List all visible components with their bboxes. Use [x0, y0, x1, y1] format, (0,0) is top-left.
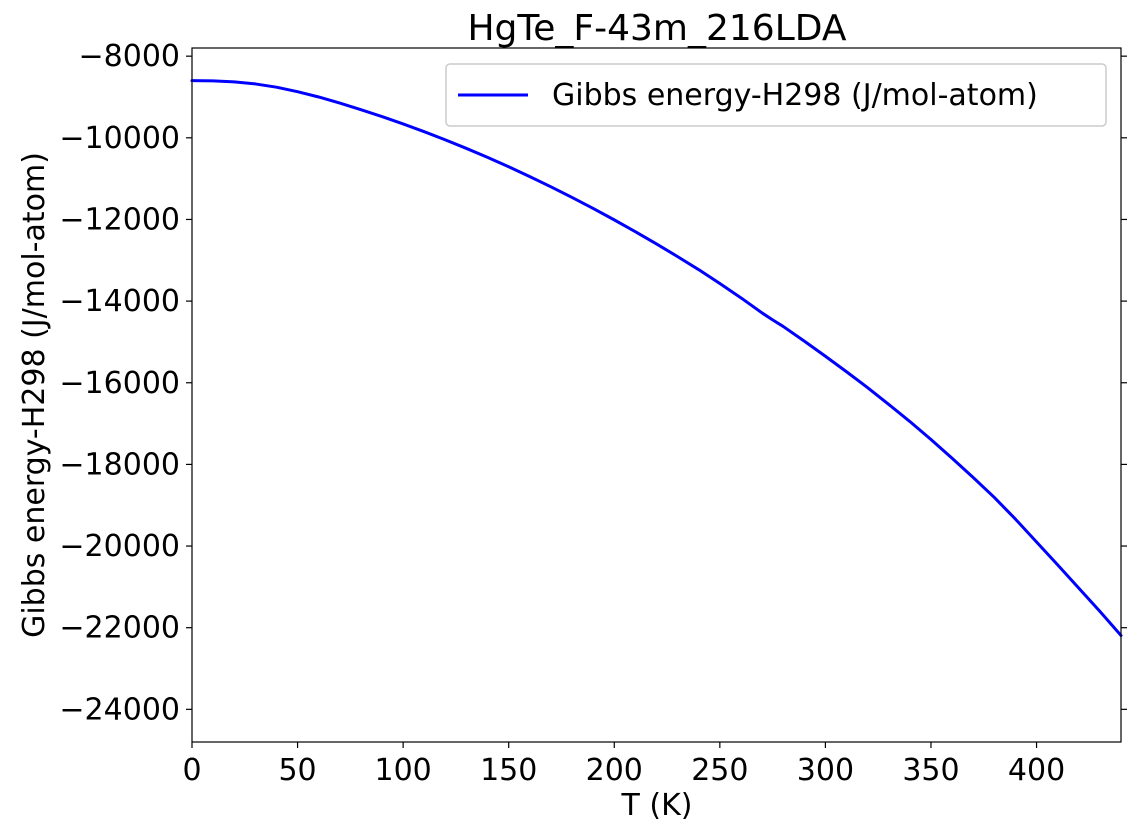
- x-tick-label: 300: [797, 753, 854, 788]
- legend: Gibbs energy-H298 (J/mol-atom): [445, 63, 1107, 127]
- x-tick-label: 400: [1008, 753, 1065, 788]
- x-axis: 0 50 100 150 200 250 300 350 400: [182, 742, 1065, 788]
- y-tick-label: −20000: [59, 529, 180, 564]
- y-tick-label: −14000: [59, 284, 180, 319]
- plot-area: [190, 47, 1123, 743]
- y-tick-label: −22000: [59, 611, 180, 646]
- y-tick-label: −16000: [59, 366, 180, 401]
- x-tick-label: 150: [480, 753, 537, 788]
- x-tick-label: 50: [278, 753, 316, 788]
- plot-frame: [191, 47, 1122, 743]
- legend-label: Gibbs energy-H298 (J/mol-atom): [552, 78, 1038, 113]
- x-axis-label: T (K): [621, 788, 693, 823]
- chart-title: HgTe_F-43m_216LDA: [467, 8, 846, 49]
- x-tick-label: 200: [586, 753, 643, 788]
- y-axis: −8000 −10000 −12000 −14000 −16000 −18000 −2000…: [59, 39, 1127, 727]
- y-tick-label: −18000: [59, 447, 180, 482]
- y-tick-label: −8000: [79, 39, 180, 74]
- x-tick-label: 350: [902, 753, 959, 788]
- y-axis-label: Gibbs energy-H298 (J/mol-atom): [17, 152, 52, 638]
- legend-box: [445, 63, 1107, 127]
- y-tick-label: −10000: [59, 121, 180, 156]
- x-tick-label: 250: [691, 753, 748, 788]
- x-tick-label: 0: [182, 753, 201, 788]
- series-line-0: [190, 79, 1123, 637]
- y-tick-label: −12000: [59, 202, 180, 237]
- x-tick-label: 100: [375, 753, 432, 788]
- y-tick-label: −24000: [59, 692, 180, 727]
